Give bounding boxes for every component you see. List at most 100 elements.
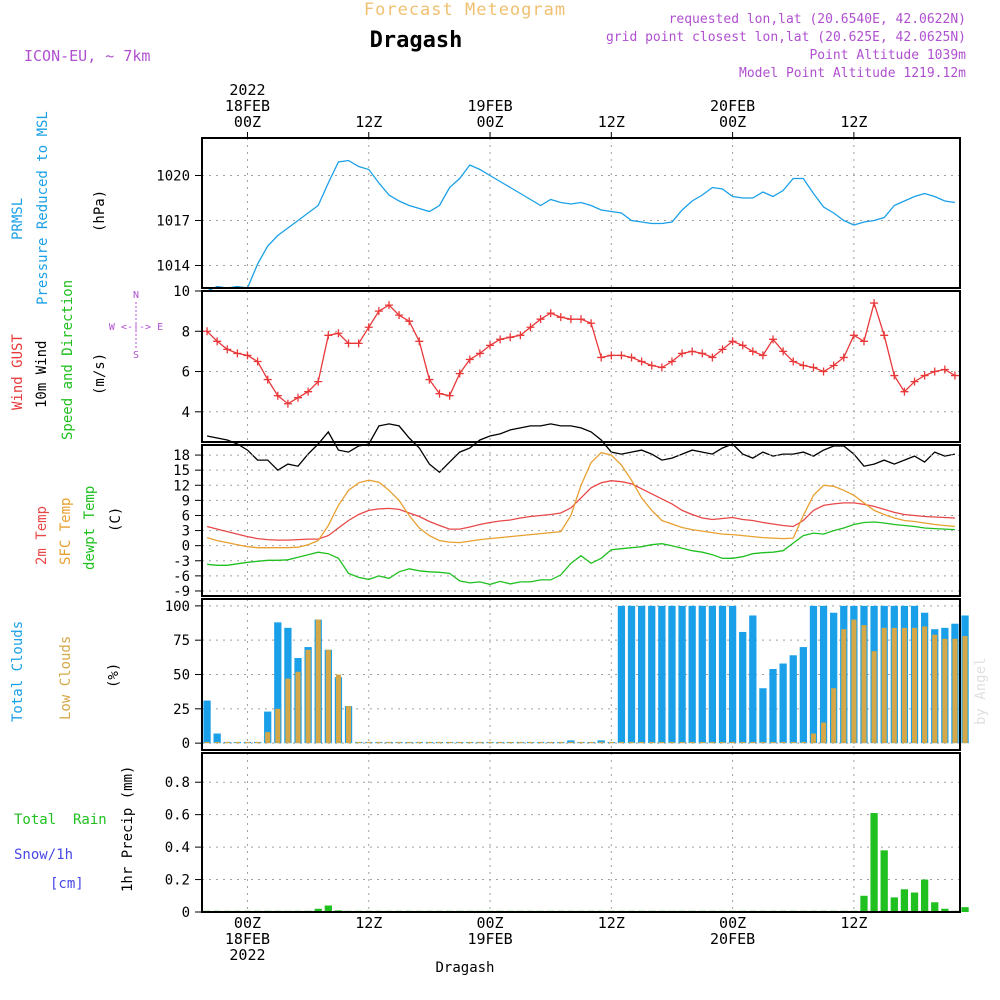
gust-marker — [435, 389, 444, 398]
bottom-time-label: 20FEB — [710, 930, 755, 948]
gust-marker — [445, 391, 454, 400]
gust-marker — [354, 339, 363, 348]
gust-marker — [213, 337, 222, 346]
ytick-label: 15 — [173, 463, 190, 479]
bar-low-clouds — [881, 627, 887, 744]
top-time-label: 18FEB — [225, 97, 270, 115]
gust-marker — [405, 317, 414, 326]
label-celsius: (C) — [108, 507, 124, 532]
gust-marker — [667, 357, 676, 366]
ytick-label: 3 — [182, 524, 190, 540]
bottom-time-label: 00Z — [719, 914, 746, 932]
bar-total-clouds — [627, 605, 636, 744]
ytick-label: 1014 — [156, 259, 190, 275]
bar-low-clouds — [740, 741, 746, 744]
bar-low-clouds — [214, 741, 220, 744]
bar-low-clouds — [618, 741, 624, 744]
gust-marker — [506, 333, 515, 342]
bar-total-clouds — [638, 605, 646, 744]
label-total-clouds: Total Clouds — [10, 621, 26, 722]
gust-marker — [455, 369, 464, 378]
top-time-label: 12Z — [840, 113, 867, 131]
bar-low-clouds — [629, 741, 635, 744]
bar-low-clouds — [841, 629, 847, 744]
bar-low-clouds — [204, 741, 210, 744]
bar-low-clouds — [497, 741, 503, 744]
gust-marker — [273, 391, 282, 400]
bar-low-clouds — [507, 741, 513, 744]
ytick-label: -3 — [173, 554, 190, 570]
bar-low-clouds — [335, 674, 341, 744]
gust-marker — [870, 299, 879, 308]
gust-marker — [566, 315, 575, 324]
ytick-label: 75 — [173, 633, 190, 649]
ytick-label: 0.6 — [165, 808, 190, 824]
top-time-label: 12Z — [355, 113, 382, 131]
bottom-time-label: 00Z — [234, 914, 261, 932]
gust-marker — [829, 361, 838, 370]
bar-low-clouds — [598, 741, 604, 744]
bar-low-clouds — [325, 649, 331, 744]
bar-low-clouds — [447, 741, 453, 744]
bar-low-clouds — [457, 741, 463, 744]
bar-total-rain — [860, 895, 868, 912]
bar-low-clouds — [224, 741, 230, 744]
bar-total-clouds — [769, 669, 777, 744]
bottom-time-label: 19FEB — [467, 930, 512, 948]
label-1hr-precip: 1hr Precip (mm) — [120, 766, 136, 892]
gust-marker — [890, 371, 899, 380]
bottom-time-label: 00Z — [476, 914, 503, 932]
ytick-label: 100 — [165, 599, 190, 615]
location-title: Dragash — [370, 28, 463, 53]
bar-total-clouds — [274, 622, 282, 744]
label-dewpt-temp: dewpt Temp — [82, 486, 98, 570]
gust-marker — [859, 337, 868, 346]
gust-marker — [940, 365, 949, 374]
gust-marker — [758, 351, 767, 360]
gust-marker — [203, 327, 212, 336]
ytick-label: 4 — [182, 405, 190, 421]
gust-marker — [465, 355, 474, 364]
label-10m-wind: 10m Wind — [34, 341, 50, 408]
bar-low-clouds — [558, 741, 564, 744]
bar-low-clouds — [689, 741, 695, 744]
bar-low-clouds — [942, 638, 948, 744]
bar-low-clouds — [396, 741, 402, 744]
gust-marker — [799, 361, 808, 370]
bar-low-clouds — [426, 741, 432, 744]
gust-marker — [516, 331, 525, 340]
bar-low-clouds — [517, 741, 523, 744]
bar-low-clouds — [891, 627, 897, 744]
series-line-10m-wind — [206, 423, 956, 474]
gust-marker — [374, 307, 383, 316]
bar-low-clouds — [608, 741, 614, 744]
gust-marker — [607, 351, 616, 360]
label-percent: (%) — [106, 663, 122, 688]
panel-1: 4 6 8 10 — [173, 284, 961, 474]
bar-total-clouds — [708, 605, 717, 744]
ytick-label: 6 — [182, 508, 190, 524]
gust-marker — [415, 337, 424, 346]
ytick-label: 18 — [173, 448, 190, 464]
ytick-label: 1020 — [156, 169, 190, 185]
ytick-label: 6 — [182, 365, 190, 381]
bar-low-clouds — [649, 741, 655, 744]
bar-low-clouds — [487, 741, 493, 744]
bar-total-clouds — [678, 605, 686, 744]
bar-low-clouds — [861, 625, 867, 744]
gust-marker — [688, 347, 697, 356]
bar-total-clouds — [739, 631, 747, 744]
bar-low-clouds — [679, 741, 685, 744]
bar-low-clouds — [295, 671, 301, 744]
gust-marker — [334, 329, 343, 338]
bar-total-clouds — [567, 740, 575, 744]
gust-marker — [294, 393, 303, 402]
bar-total-clouds — [668, 605, 676, 744]
bar-total-rain — [900, 889, 909, 912]
ytick-label: 50 — [173, 668, 190, 684]
gust-marker — [364, 323, 373, 332]
panels: 10141017102046810-9-6-303691215180255075… — [156, 137, 969, 921]
bar-total-rain — [961, 907, 969, 912]
